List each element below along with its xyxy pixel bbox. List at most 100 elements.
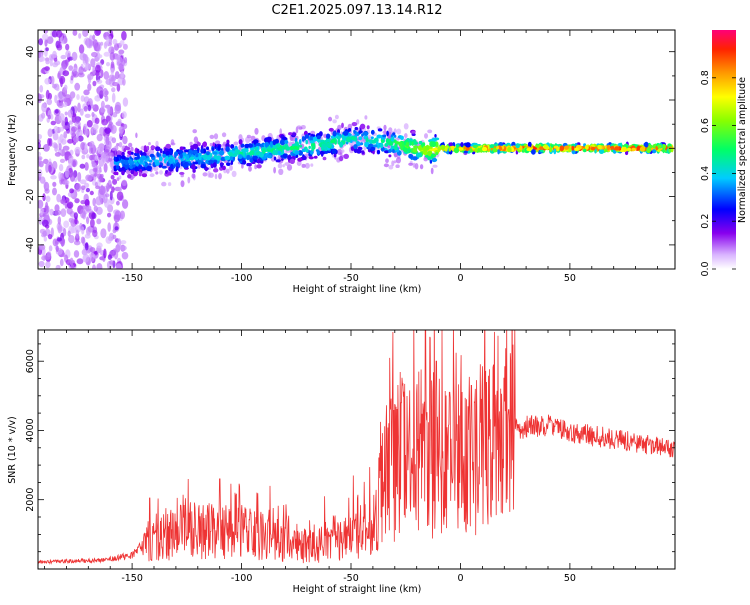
spectrogram-cell [202, 142, 207, 147]
x-tick-label: -150 [121, 273, 143, 284]
spectrogram-cell [465, 142, 471, 148]
spectrogram-cell [221, 132, 227, 138]
spectrogram-cell [109, 52, 116, 61]
spectrogram-cell [113, 156, 117, 162]
spectrogram-cell [248, 166, 252, 172]
spectrogram-cell [559, 145, 565, 152]
spectrogram-cell [275, 159, 281, 163]
spectrogram-cell [84, 162, 89, 171]
spectrogram-cell [89, 247, 96, 253]
spectrogram-cell [71, 126, 78, 132]
spectrogram-cell [170, 163, 174, 170]
spectrogram-cell [38, 56, 46, 62]
spectrogram-cell [161, 165, 167, 169]
spectrogram-cell [298, 150, 303, 156]
spectrogram-cell [56, 193, 62, 203]
spectrogram-cell [219, 150, 225, 156]
spectrogram-cell [79, 179, 87, 185]
spectrogram-cell [180, 174, 184, 178]
spectrogram-cell [187, 149, 194, 156]
spectrogram-cell [75, 116, 80, 124]
spectrogram-cell [206, 156, 212, 161]
spectrogram-cell [253, 139, 259, 144]
spectrogram-cell [45, 89, 50, 100]
spectrogram-cell [122, 123, 128, 129]
spectrogram-cell [150, 145, 156, 150]
spectrogram-cell [138, 171, 142, 177]
spectrogram-cell [341, 122, 344, 129]
spectrogram-cell [289, 158, 295, 164]
spectrogram-cell [74, 146, 81, 154]
spectrogram-cell [212, 162, 217, 168]
spectrogram-cell [121, 30, 127, 41]
spectrogram-cell [564, 145, 569, 150]
spectrogram-cell [95, 185, 101, 190]
spectrogram-cell [383, 124, 387, 131]
spectrogram-cell [432, 164, 438, 168]
spectrogram-cell [83, 123, 88, 131]
spectrogram-cell [388, 154, 392, 158]
spectrogram-cell [58, 113, 65, 122]
spectrogram-cell [57, 224, 63, 234]
spectrogram-cell [121, 151, 125, 157]
spectrogram-cell [351, 122, 358, 127]
spectrogram-cell [82, 253, 90, 263]
spectrogram-cell [91, 112, 95, 117]
spectrogram-cell [43, 30, 49, 34]
spectrogram-cell [108, 121, 113, 126]
spectrogram-cell [276, 144, 280, 149]
spectrogram-cell [84, 113, 91, 118]
spectrogram-cell [79, 108, 84, 116]
spectrogram-cell [242, 151, 246, 158]
spectrogram-cell [395, 164, 400, 168]
spectrogram-cell [136, 148, 140, 154]
spectrogram-cell [167, 182, 172, 187]
spectrogram-cell [86, 226, 91, 236]
spectrogram-cell [215, 140, 221, 145]
spectrogram-cell [200, 148, 204, 154]
spectrogram-cell [350, 136, 356, 141]
spectrogram-cell [233, 141, 239, 146]
spectrogram-cell [130, 151, 134, 155]
spectrogram-cell [114, 43, 119, 51]
x-tick-label: 0 [457, 573, 463, 584]
spectrogram-cell [50, 120, 56, 126]
spectrogram-cell [163, 158, 167, 164]
spectrogram-cell [60, 77, 63, 88]
spectrogram-cell [116, 191, 124, 201]
spectrogram-cell [105, 79, 112, 85]
spectrogram-cell [610, 145, 615, 150]
spectrogram-cell [296, 125, 302, 129]
spectrogram-cell [192, 143, 199, 150]
spectrogram-cell [411, 130, 416, 134]
spectrogram-cell [289, 145, 294, 151]
spectrogram-cell [41, 112, 46, 119]
spectrogram-cell [301, 148, 307, 152]
spectrogram-cell [366, 125, 370, 130]
spectrogram-cell [434, 137, 440, 141]
spectrogram-cell [93, 205, 98, 212]
spectrogram-cell [114, 210, 122, 221]
spectrogram-cell [197, 160, 201, 165]
spectrogram-cell [159, 170, 163, 175]
spectrogram-cell [125, 146, 131, 151]
y-tick-label: 0 [25, 145, 36, 151]
spectrogram-cell [123, 57, 128, 64]
spectrogram-cell [402, 147, 408, 152]
spectrogram-cell [137, 153, 140, 160]
spectrogram-cell [73, 240, 81, 246]
spectrogram-cell [107, 212, 112, 218]
spectrogram-cell [254, 127, 259, 135]
spectrogram-cell [62, 70, 70, 77]
spectrogram-cell [330, 138, 336, 144]
spectrogram-cell [94, 95, 101, 102]
spectrogram-cell [54, 204, 60, 212]
spectrogram-cell [103, 248, 107, 259]
colorbar-gradient [712, 30, 736, 269]
spectrogram-cell [38, 260, 45, 268]
spectrogram-cell [213, 133, 219, 140]
spectrogram-cell [205, 151, 210, 156]
spectrogram-cell [376, 134, 383, 139]
spectrogram-cell [396, 128, 402, 135]
spectrogram-cell [89, 140, 95, 148]
